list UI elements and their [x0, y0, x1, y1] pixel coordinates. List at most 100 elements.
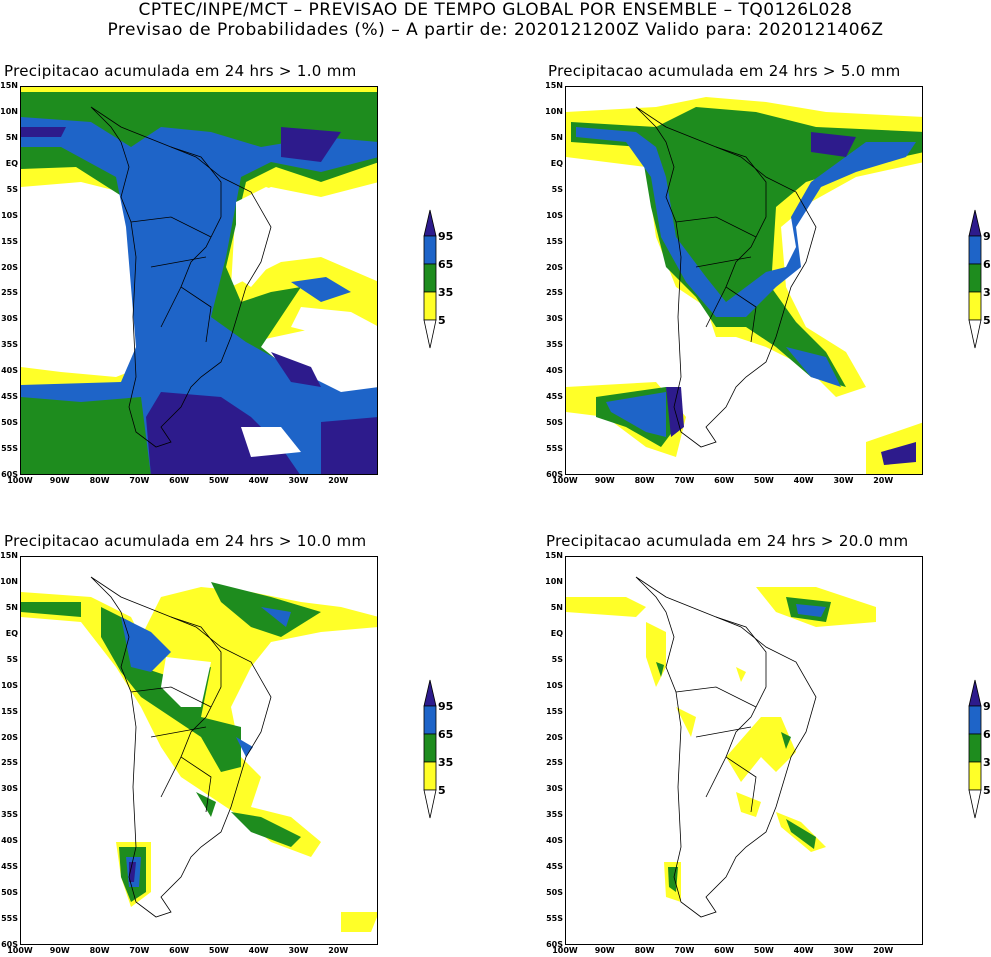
lon-tick-label: 70W [129, 476, 150, 485]
lat-tick-label: 30S [1, 784, 18, 794]
coastline [635, 576, 817, 918]
lon-tick-label: 90W [594, 946, 615, 955]
lat-tick-label: 25S [546, 758, 563, 768]
lat-tick-label: 10S [546, 210, 563, 220]
colorbar-high-segment [423, 705, 437, 735]
lat-tick-label: 55S [1, 444, 18, 454]
panel-3-title: Precipitacao acumulada em 24 hrs > 10.0 … [4, 532, 367, 550]
lat-tick-label: 10N [0, 106, 18, 116]
lon-tick-label: 50W [753, 476, 774, 485]
lat-tick-label: 5N [5, 602, 18, 612]
lon-tick-label: 100W [552, 946, 578, 955]
lat-tick-label: 15S [1, 236, 18, 246]
lon-tick-label: 90W [594, 476, 615, 485]
lon-tick-label: 90W [49, 946, 70, 955]
colorbar-level-label: 65 [983, 258, 991, 271]
coastline [90, 106, 272, 448]
lat-tick-label: EQ [5, 628, 18, 638]
lat-tick-label: 15N [0, 551, 18, 560]
lon-tick-label: 30W [288, 946, 309, 955]
colorbar-level-label: 5 [438, 314, 446, 327]
colorbar [968, 209, 982, 349]
probability-shading [21, 87, 377, 474]
lat-tick-label: 5S [551, 184, 563, 194]
colorbar-level-label: 95 [438, 700, 454, 713]
lon-tick-label: 60W [169, 476, 190, 485]
lat-tick-label: 15N [0, 81, 18, 90]
lat-tick-label: 35S [546, 810, 563, 820]
colorbar-mid-segment [423, 733, 437, 763]
main-title: CPTEC/INPE/MCT – PREVISAO DE TEMPO GLOBA… [138, 0, 853, 20]
panel-3-map [20, 556, 378, 945]
colorbar-high-segment [968, 235, 982, 265]
lat-tick-label: 55S [546, 444, 563, 454]
lat-tick-label: 60S [546, 470, 563, 479]
lon-tick-label: 90W [49, 476, 70, 485]
lon-tick-label: 30W [833, 476, 854, 485]
lat-tick-label: 30S [1, 314, 18, 324]
lon-tick-label: 80W [89, 476, 110, 485]
colorbar-level-label: 65 [983, 728, 991, 741]
lat-tick-label: 50S [1, 888, 18, 898]
colorbar-high-segment [968, 705, 982, 735]
colorbar-mid-segment [968, 733, 982, 763]
lon-tick-label: 40W [248, 946, 269, 955]
lon-tick-label: 30W [288, 476, 309, 485]
colorbar-level-label: 5 [983, 314, 991, 327]
lon-tick-label: 70W [674, 476, 695, 485]
probability-shading [21, 582, 377, 932]
lon-tick-label: 80W [634, 476, 655, 485]
lon-tick-label: 20W [873, 476, 894, 485]
lat-tick-label: 45S [1, 862, 18, 872]
lat-tick-label: 55S [546, 914, 563, 924]
lat-tick-label: 15N [545, 551, 563, 560]
colorbar [423, 679, 437, 819]
lat-tick-label: 10S [1, 210, 18, 220]
lon-tick-label: 70W [674, 946, 695, 955]
probability-shading [566, 97, 922, 474]
lat-tick-label: 25S [1, 288, 18, 298]
lon-tick-label: 30W [833, 946, 854, 955]
lat-tick-label: 60S [1, 470, 18, 479]
lat-tick-label: 40S [1, 836, 18, 846]
colorbar-level-label: 5 [438, 784, 446, 797]
lat-tick-label: 15S [546, 236, 563, 246]
lon-tick-label: 20W [873, 946, 894, 955]
colorbar-mid-segment [423, 263, 437, 293]
subtitle: Previsao de Probabilidades (%) – A parti… [107, 20, 884, 40]
lat-tick-label: 40S [546, 836, 563, 846]
lat-tick-label: 10N [545, 576, 563, 586]
coastline [635, 106, 817, 448]
lat-tick-label: 15S [1, 706, 18, 716]
colorbar-level-label: 65 [438, 258, 454, 271]
colorbar [423, 209, 437, 349]
colorbar-level-label: 35 [983, 286, 991, 299]
colorbar-high-segment [423, 235, 437, 265]
lon-tick-label: 100W [7, 946, 33, 955]
lat-tick-label: 45S [546, 392, 563, 402]
colorbar-bottom-segment [423, 319, 437, 349]
lat-tick-label: 25S [546, 288, 563, 298]
lat-tick-label: 20S [546, 262, 563, 272]
lon-tick-label: 20W [328, 476, 349, 485]
colorbar-level-label: 95 [438, 230, 454, 243]
lat-tick-label: 35S [546, 340, 563, 350]
colorbar-top-segment [423, 209, 437, 237]
lat-tick-label: 10S [1, 680, 18, 690]
lat-tick-label: EQ [550, 158, 563, 168]
colorbar-bottom-segment [968, 789, 982, 819]
lat-tick-label: 5N [550, 132, 563, 142]
lon-tick-label: 80W [89, 946, 110, 955]
colorbar-low-segment [423, 291, 437, 321]
colorbar-low-segment [968, 291, 982, 321]
lat-tick-label: 5S [6, 184, 18, 194]
lon-tick-label: 100W [552, 476, 578, 485]
probability-shading [566, 587, 876, 902]
coastline [90, 576, 272, 918]
lon-tick-label: 50W [753, 946, 774, 955]
lat-tick-label: 40S [1, 366, 18, 376]
lat-tick-label: 15S [546, 706, 563, 716]
colorbar-level-label: 35 [983, 756, 991, 769]
colorbar-bottom-segment [968, 319, 982, 349]
lat-tick-label: 5S [6, 654, 18, 664]
